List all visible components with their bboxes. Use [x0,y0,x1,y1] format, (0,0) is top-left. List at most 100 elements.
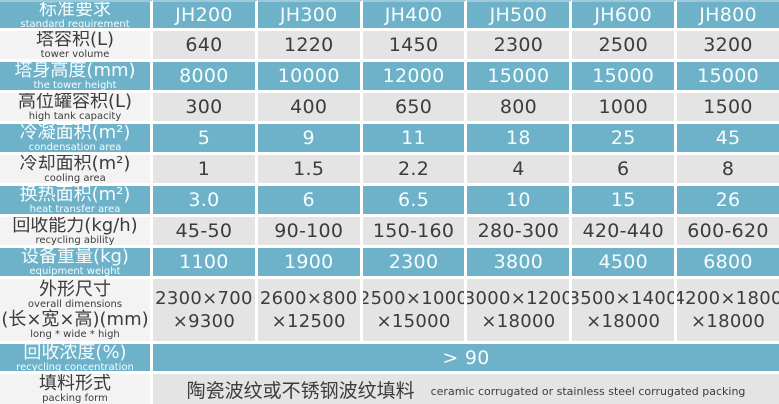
spec-cell: 1220 [257,31,363,59]
cell-value: 15000 [487,65,550,87]
cell-value: 1000 [598,96,648,118]
row-label-zh: 外形尺寸 [39,279,111,300]
cell-value-line2: ×12500 [271,311,346,332]
cell-value: 8000 [179,65,229,87]
cell-value-line1: 3000×1200 [467,288,573,309]
cell-value: 18 [506,127,531,149]
merged-cell-concentration: > 90 [153,344,779,371]
row-label-zh: 设备重量(kg) [21,248,129,267]
spec-cell: 400 [257,93,363,121]
spec-cell: 9 [257,124,363,152]
cell-value: > 90 [442,346,490,369]
spec-cell: 800 [467,93,573,121]
row-tower-volume: 塔容积(L) tower volume 640 1220 1450 2300 2… [0,31,779,62]
cell-value: 1220 [283,34,334,56]
spec-cell: 2500×1000 ×15000 [362,279,468,341]
spec-cell: 4200×1800 ×18000 [677,279,779,341]
spec-cell: 10000 [257,62,363,90]
row-label-en: condensation area [28,142,122,152]
spec-cell: 3500×1400 ×18000 [572,279,678,341]
cell-value: 15 [610,189,636,211]
spec-cell: 1 [153,155,258,183]
row-high-tank-capacity: 高位罐容积(L) high tank capacity 300 400 650 … [0,93,779,124]
cell-value-line2: ×15000 [376,311,451,332]
cell-value: 420-440 [582,220,664,242]
cell-value: 8 [721,158,735,180]
row-cooling-area: 冷却面积(m²) cooling area 1 1.5 2.2 4 6 8 [0,155,779,186]
row-label-overall-dimensions: 外形尺寸 overall dimensions (长×宽×高)(mm) long… [0,279,153,341]
cell-value: 5 [197,127,211,149]
cell-value: 1450 [388,34,439,56]
cell-value-line2: ×18000 [586,311,661,332]
row-label-zh: 冷凝面积(m²) [19,124,131,143]
spec-cell: 600-620 [677,217,779,245]
spec-cell: 90-100 [257,217,363,245]
spec-cell: 26 [677,186,779,214]
column-header-jh200: JH200 [153,0,258,28]
row-label-high-tank-capacity: 高位罐容积(L) high tank capacity [0,93,153,121]
spec-cell: 4 [467,155,573,183]
cell-value: 1.5 [293,158,325,180]
spec-cell: 4500 [572,248,678,276]
spec-cell: 1000 [572,93,678,121]
cell-value: 3800 [493,251,544,273]
row-label-zh: 回收能力(kg/h) [12,217,138,236]
merged-cell-packing: 陶瓷波纹或不锈钢波纹填料 ceramic corrugated or stain… [153,374,779,404]
column-header-jh400: JH400 [362,0,468,28]
spec-cell: 280-300 [467,217,573,245]
row-label-condensation-area: 冷凝面积(m²) condensation area [0,124,153,152]
cell-value: 640 [185,34,223,56]
spec-cell: 1.5 [257,155,363,183]
spec-cell: 6.5 [362,186,468,214]
row-label-en: heat transfer area [29,204,121,214]
row-label-zh: 填料形式 [39,374,111,394]
column-header-text: JH400 [384,4,443,26]
cell-value: 10 [506,189,531,211]
spec-cell: 5 [153,124,258,152]
column-header-text: JH600 [594,4,653,26]
spec-cell: 15000 [677,62,779,90]
row-overall-dimensions: 外形尺寸 overall dimensions (长×宽×高)(mm) long… [0,279,779,344]
cell-value: 1500 [703,96,753,118]
spec-cell: 1100 [153,248,258,276]
spec-cell: 10 [467,186,573,214]
cell-value: 4 [512,158,525,180]
row-label-en: cooling area [44,173,106,183]
column-header-jh500: JH500 [467,0,573,28]
cell-value: 45-50 [175,220,233,242]
cell-value: 800 [499,96,537,118]
cell-value: 11 [401,127,426,149]
packing-value-en: ceramic corrugated or stainless steel co… [430,384,746,398]
row-label-cooling-area: 冷却面积(m²) cooling area [0,155,153,183]
cell-value: 12000 [382,65,445,87]
cell-value: 45 [715,127,741,149]
spec-cell: 45-50 [153,217,258,245]
spec-cell: 3000×1200 ×18000 [467,279,573,341]
spec-cell: 300 [153,93,258,121]
spec-cell: 15 [572,186,678,214]
spec-cell: 6 [572,155,678,183]
spec-cell: 3200 [677,31,779,59]
spec-cell: 12000 [362,62,468,90]
header-row: 标准要求 standard requirement JH200 JH300 JH… [0,0,779,31]
row-label-recycling-concentration: 回收浓度(%) recycling concentration [0,344,153,371]
row-label-zh2: (长×宽×高)(mm) [1,309,149,330]
spec-cell: 2300×700 ×9300 [153,279,258,341]
spec-cell: 420-440 [572,217,678,245]
header-label-standard-requirement: 标准要求 standard requirement [0,0,153,28]
row-label-zh: 塔身高度(mm) [14,62,136,81]
row-label-equipment-weight: 设备重量(kg) equipment weight [0,248,153,276]
spec-cell: 15000 [467,62,573,90]
row-label-en: overall dimensions [27,299,123,310]
cell-value-line2: ×9300 [172,311,236,332]
row-label-en: high tank capacity [28,111,122,121]
spec-cell: 650 [362,93,468,121]
row-tower-height: 塔身高度(mm) the tower height 8000 10000 120… [0,62,779,93]
cell-value-line1: 2500×1000 [362,288,468,309]
spec-cell: 1500 [677,93,779,121]
cell-value: 6 [302,189,315,211]
cell-value: 650 [394,96,433,118]
cell-value: 9 [302,127,315,149]
cell-value: 2300 [493,34,544,56]
row-recycling-ability: 回收能力(kg/h) recycling ability 45-50 90-10… [0,217,779,248]
